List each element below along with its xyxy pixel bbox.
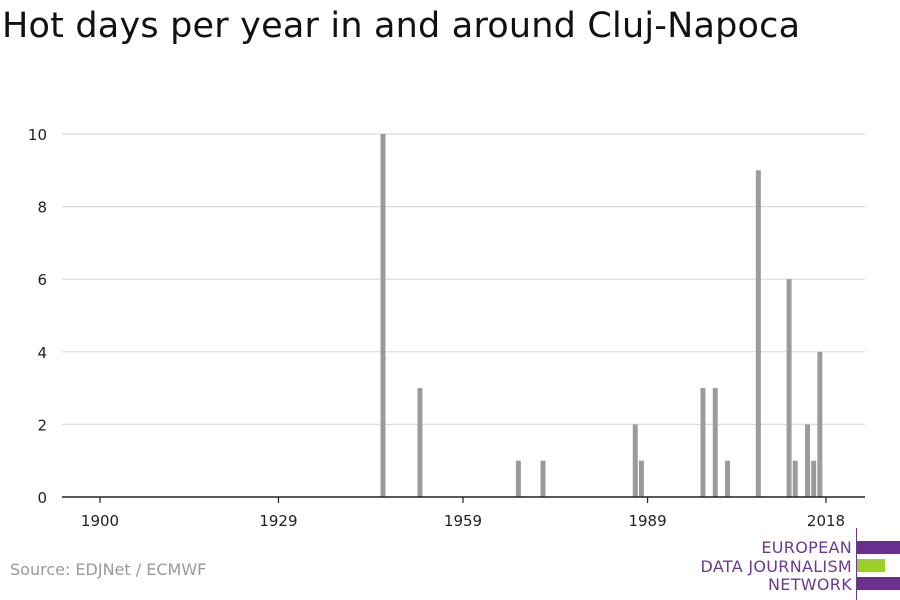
x-tick-labels: 1900 1929 1959 1989 2018 — [81, 512, 845, 530]
bar-1998[interactable] — [700, 388, 706, 497]
y-tick-label: 2 — [37, 416, 47, 434]
bars — [380, 134, 823, 498]
x-tick-label: 1989 — [628, 512, 666, 530]
source-note: Source: EDJNet / ECMWF — [10, 560, 207, 579]
bar-2017[interactable] — [817, 351, 823, 497]
x-tick-label: 1959 — [444, 512, 482, 530]
bar-1987[interactable] — [632, 424, 638, 497]
bar-2016[interactable] — [811, 460, 817, 497]
logo-bar-purple-bottom — [857, 577, 900, 590]
y-tick-label: 10 — [28, 126, 47, 144]
bar-2007[interactable] — [755, 170, 761, 498]
bar-2000[interactable] — [712, 388, 718, 497]
bar-2015[interactable] — [805, 424, 811, 497]
bar-2012[interactable] — [786, 279, 792, 497]
logo-text-european: EUROPEAN — [761, 538, 852, 557]
logo-bar-purple-top — [857, 541, 900, 554]
edjnet-logo[interactable]: EUROPEAN DATA JOURNALISM NETWORK — [700, 528, 900, 600]
y-tick-label: 0 — [37, 489, 47, 507]
x-tick-label: 2018 — [807, 512, 845, 530]
x-tick-label: 1929 — [259, 512, 297, 530]
x-tick-label: 1900 — [81, 512, 119, 530]
y-tick-label: 8 — [37, 199, 47, 217]
bar-2013[interactable] — [792, 460, 798, 497]
logo-divider — [856, 528, 857, 600]
logo-text-data-journalism: DATA JOURNALISM — [700, 557, 852, 576]
logo-bar-green — [857, 559, 885, 572]
logo-text-network: NETWORK — [768, 575, 852, 594]
y-tick-labels: 0 2 4 6 8 10 — [28, 126, 47, 507]
bar-1968[interactable] — [515, 460, 521, 497]
bar-1988[interactable] — [638, 460, 644, 497]
chart-title: Hot days per year in and around Cluj-Nap… — [2, 6, 801, 46]
bar-1972[interactable] — [540, 460, 546, 497]
y-tick-label: 6 — [37, 271, 47, 289]
bar-2002[interactable] — [725, 460, 731, 497]
gridlines — [62, 133, 865, 425]
bar-1946[interactable] — [380, 134, 386, 497]
x-axis — [62, 496, 865, 503]
bar-1952[interactable] — [417, 388, 423, 497]
y-tick-label: 4 — [37, 344, 47, 362]
